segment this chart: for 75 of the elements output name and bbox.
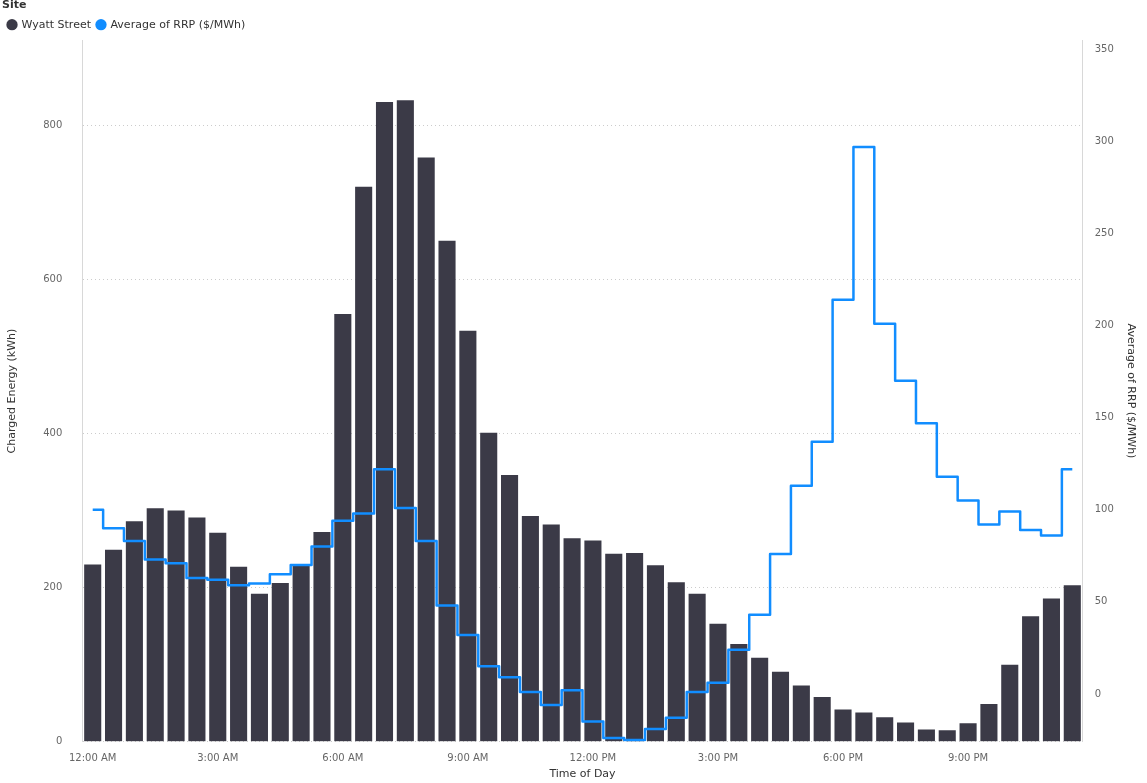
bar [709, 623, 727, 742]
bar [105, 549, 123, 742]
bar [334, 313, 352, 742]
bar [980, 704, 998, 742]
bar [375, 101, 394, 742]
x-tick-label: 6:00 AM [322, 752, 364, 764]
bar [876, 717, 894, 742]
bar [84, 564, 102, 742]
bar [313, 532, 331, 742]
x-tick-label: 12:00 AM [68, 752, 117, 764]
bar [1022, 616, 1040, 742]
bar [292, 565, 310, 742]
bar [271, 582, 289, 742]
bar [167, 510, 185, 742]
bar [751, 657, 769, 742]
bar [230, 566, 248, 742]
bar [792, 685, 810, 742]
y-axis-title: Charged Energy (kWh) [5, 328, 19, 454]
bar [250, 593, 268, 742]
x-tick-label: 3:00 AM [197, 752, 239, 764]
bar [771, 671, 790, 742]
x-tick-label: 3:00 PM [697, 752, 739, 764]
bar [688, 593, 706, 742]
y2-tick-label: 0 [1094, 687, 1102, 699]
bar [626, 552, 644, 742]
y2-tick-label: 150 [1094, 411, 1114, 423]
bar [438, 240, 456, 742]
bar [209, 532, 227, 742]
bar [480, 432, 498, 742]
bar [521, 515, 539, 742]
bar [501, 475, 519, 742]
x-tick-label: 9:00 AM [447, 752, 489, 764]
bar [917, 729, 935, 742]
bar [938, 730, 956, 742]
bar [355, 186, 373, 742]
bar [417, 157, 435, 742]
bar [125, 521, 143, 742]
bar [959, 723, 977, 742]
x-axis-title: Time of Day [548, 767, 617, 781]
bar [834, 709, 852, 742]
bar [459, 330, 477, 742]
y2-axis-title: Average of RRP ($/MWh) [1124, 323, 1138, 459]
y-tick-label: 0 [55, 735, 63, 747]
bar [1063, 585, 1081, 742]
bar [584, 540, 602, 742]
legend-label: Wyatt Street [21, 17, 92, 31]
bar [188, 517, 206, 742]
bar [667, 582, 685, 742]
bar [563, 538, 581, 742]
y2-tick-label: 300 [1094, 135, 1114, 147]
bar [396, 100, 414, 742]
y-tick-label: 600 [43, 272, 63, 284]
y2-tick-label: 350 [1094, 43, 1114, 54]
bar [855, 712, 873, 742]
legend-title: Site [2, 0, 27, 12]
y2-tick-label: 50 [1094, 595, 1108, 607]
x-tick-label: 9:00 PM [947, 752, 989, 764]
bar [646, 565, 664, 742]
bar [730, 643, 748, 742]
bar [605, 553, 623, 742]
bar [542, 524, 560, 742]
y2-tick-label: 100 [1094, 503, 1114, 515]
y-tick-label: 400 [43, 427, 63, 438]
legend-label: Average of RRP ($/MWh) [110, 17, 246, 31]
bar [146, 508, 164, 742]
y2-tick-label: 200 [1094, 319, 1114, 331]
bar [1042, 598, 1060, 742]
x-tick-label: 6:00 PM [822, 752, 864, 764]
bar [813, 697, 831, 742]
bar [1001, 664, 1019, 742]
bar [897, 722, 915, 742]
y2-tick-label: 250 [1094, 227, 1114, 239]
y-tick-label: 800 [43, 118, 63, 130]
y-tick-label: 200 [43, 581, 63, 593]
x-tick-label: 12:00 PM [569, 752, 617, 764]
